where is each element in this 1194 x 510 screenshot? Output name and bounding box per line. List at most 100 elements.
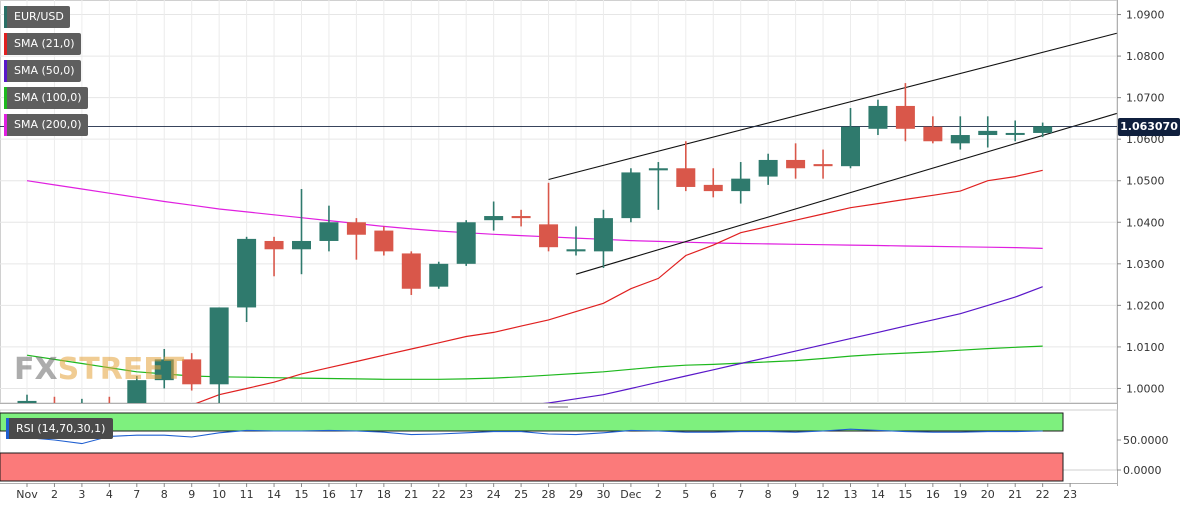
x-tick-label: 3 bbox=[78, 488, 85, 501]
x-tick-label: 2 bbox=[655, 488, 662, 501]
x-tick-label: 8 bbox=[765, 488, 772, 501]
rsi-legend[interactable]: RSI (14,70,30,1) bbox=[6, 418, 114, 439]
candle-body bbox=[401, 253, 421, 289]
candle-body bbox=[1005, 132, 1025, 135]
x-tick-label: 17 bbox=[349, 488, 363, 501]
x-tick-label: Dec bbox=[620, 488, 641, 501]
rsi-y-tick-label: 0.0000 bbox=[1123, 464, 1162, 477]
legend-sma50[interactable]: SMA (50,0) bbox=[4, 60, 81, 82]
x-tick-label: 20 bbox=[981, 488, 995, 501]
x-tick-label: 9 bbox=[188, 488, 195, 501]
legend-swatch bbox=[4, 33, 7, 55]
x-tick-label: 23 bbox=[1063, 488, 1077, 501]
x-tick-label: 7 bbox=[133, 488, 140, 501]
legend-eurusd[interactable]: EUR/USD bbox=[4, 6, 70, 28]
candle-body bbox=[539, 224, 559, 248]
x-tick-label: 25 bbox=[514, 488, 528, 501]
candle-body bbox=[484, 216, 504, 221]
y-tick-label: 1.0900 bbox=[1126, 9, 1165, 22]
x-tick-label: 10 bbox=[212, 488, 226, 501]
x-tick-label: 8 bbox=[161, 488, 168, 501]
x-tick-label: 22 bbox=[432, 488, 446, 501]
candle-body bbox=[950, 135, 970, 144]
y-tick-label: 1.0800 bbox=[1126, 50, 1165, 63]
x-tick-label: 4 bbox=[106, 488, 113, 501]
rsi-overbought-zone bbox=[0, 412, 1064, 432]
candle-body bbox=[813, 164, 833, 167]
rsi-y-tick-label: 50.0000 bbox=[1123, 434, 1169, 447]
y-tick-label: 1.0200 bbox=[1126, 299, 1165, 312]
legend-swatch bbox=[4, 87, 7, 109]
x-tick-label: 16 bbox=[322, 488, 336, 501]
candle-body bbox=[841, 126, 860, 167]
rsi-legend-label: RSI (14,70,30,1) bbox=[16, 422, 106, 435]
candle-body bbox=[593, 218, 613, 252]
rsi-line bbox=[26, 428, 1043, 445]
legend-label: SMA (200,0) bbox=[14, 118, 82, 131]
rsi-oversold-zone bbox=[0, 452, 1064, 482]
candle-body bbox=[346, 222, 366, 235]
x-tick-label: 9 bbox=[792, 488, 799, 501]
candle-body bbox=[676, 168, 696, 187]
sma21-line bbox=[195, 169, 1043, 403]
candle-body bbox=[209, 307, 229, 385]
y-tick-label: 1.0500 bbox=[1126, 175, 1165, 188]
x-tick-label: 30 bbox=[596, 488, 610, 501]
x-tick-label: 28 bbox=[542, 488, 556, 501]
y-tick-label: 1.0400 bbox=[1126, 216, 1165, 229]
x-tick-label: 2 bbox=[51, 488, 58, 501]
x-tick-label: 14 bbox=[267, 488, 281, 501]
candle-body bbox=[17, 400, 37, 403]
x-tick-label: 16 bbox=[926, 488, 940, 501]
x-tick-label: 6 bbox=[710, 488, 717, 501]
x-tick-label: 21 bbox=[1008, 488, 1022, 501]
candle-body bbox=[100, 405, 119, 407]
x-tick-label: 12 bbox=[816, 488, 830, 501]
x-tick-label: 24 bbox=[487, 488, 501, 501]
x-tick-label: 5 bbox=[682, 488, 689, 501]
candle-body bbox=[264, 240, 284, 250]
x-tick-label: 14 bbox=[871, 488, 885, 501]
candle-body bbox=[154, 359, 174, 381]
legend-label: SMA (50,0) bbox=[14, 64, 75, 77]
candle-body bbox=[978, 130, 998, 136]
x-tick-label: 19 bbox=[953, 488, 967, 501]
candle-body bbox=[511, 216, 531, 219]
legend-sma200[interactable]: SMA (200,0) bbox=[4, 114, 88, 136]
watermark-street: STREET bbox=[57, 352, 185, 387]
x-tick-label: 23 bbox=[459, 488, 473, 501]
legend-sma100[interactable]: SMA (100,0) bbox=[4, 87, 88, 109]
x-tick-label: 11 bbox=[240, 488, 254, 501]
candle-body bbox=[429, 263, 449, 287]
y-tick-label: 1.0700 bbox=[1126, 92, 1165, 105]
candle-body bbox=[182, 359, 202, 385]
x-tick-label: 18 bbox=[377, 488, 391, 501]
channel-upper-line bbox=[548, 32, 1117, 181]
current-price-tag: 1.063070 bbox=[1118, 118, 1180, 136]
candle-body bbox=[868, 105, 888, 129]
candle-body bbox=[621, 172, 641, 219]
legend-sma21[interactable]: SMA (21,0) bbox=[4, 33, 81, 55]
fxstreet-logo: FXSTREET bbox=[14, 352, 184, 387]
x-tick-label: 7 bbox=[737, 488, 744, 501]
legend-swatch bbox=[4, 60, 7, 82]
legend-swatch bbox=[6, 418, 9, 439]
candle-body bbox=[923, 126, 943, 142]
legend-label: EUR/USD bbox=[14, 10, 64, 23]
x-tick-label: 15 bbox=[295, 488, 309, 501]
candle-body bbox=[127, 380, 147, 403]
y-tick-label: 1.0000 bbox=[1126, 382, 1165, 395]
candle-body bbox=[1033, 126, 1053, 133]
candle-body bbox=[456, 222, 476, 264]
x-tick-label: 21 bbox=[404, 488, 418, 501]
sma200-line bbox=[26, 180, 1043, 249]
candle-body bbox=[374, 230, 394, 252]
legend-swatch bbox=[4, 114, 7, 136]
candle-body bbox=[566, 249, 586, 252]
channel-lower-line bbox=[575, 112, 1117, 275]
watermark-fx: FX bbox=[14, 352, 58, 387]
candle-body bbox=[703, 184, 723, 192]
candle-body bbox=[319, 222, 339, 241]
